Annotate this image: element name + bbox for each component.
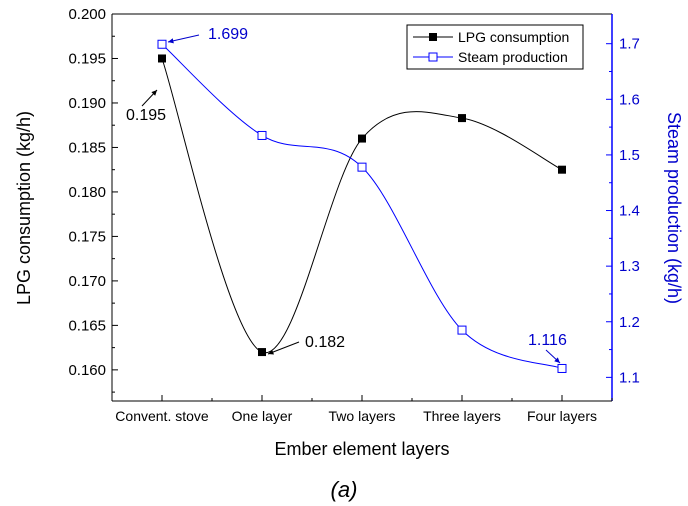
y-left-tick-label-2: 0.170 bbox=[68, 273, 106, 290]
point-s1-3 bbox=[457, 325, 467, 335]
y-right-tick-label-1: 1.2 bbox=[619, 314, 640, 331]
legend-marker-lpg bbox=[429, 33, 437, 41]
point-s1-1 bbox=[257, 130, 267, 140]
point-s0-0 bbox=[158, 54, 166, 63]
y-left-tick-label-5: 0.185 bbox=[68, 139, 106, 156]
x-tick-label-2: Two layers bbox=[329, 408, 396, 424]
series-line-1 bbox=[161, 43, 563, 369]
y-left-tick-label-0: 0.160 bbox=[68, 362, 106, 379]
x-axis-title: Ember element layers bbox=[274, 439, 449, 459]
legend-label-lpg: LPG consumption bbox=[458, 29, 569, 45]
y-right-tick-label-2: 1.3 bbox=[619, 258, 640, 275]
figure-caption: (a) bbox=[331, 477, 358, 502]
annotation-label-0: 0.195 bbox=[126, 107, 166, 124]
series-line-0 bbox=[161, 58, 563, 353]
legend-label-steam: Steam production bbox=[458, 49, 568, 65]
y-right-tick-label-5: 1.6 bbox=[619, 91, 640, 108]
y-right-tick-label-4: 1.5 bbox=[619, 147, 640, 164]
legend: LPG consumption Steam production bbox=[406, 24, 584, 70]
annotation-label-1: 0.182 bbox=[305, 334, 345, 351]
y-left-tick-label-1: 0.165 bbox=[68, 317, 106, 334]
annotation-arrowhead-3 bbox=[554, 357, 560, 363]
legend-box bbox=[406, 24, 584, 70]
axes: 0.160 0.165 0.170 0.175 0.180 0.185 0.190 0.195… bbox=[68, 6, 639, 424]
y-left-tick-label-3: 0.175 bbox=[68, 228, 106, 245]
point-s0-3 bbox=[458, 114, 466, 123]
annotation-arrow-1 bbox=[267, 341, 300, 355]
annotation-label-3: 1.116 bbox=[528, 332, 567, 349]
series-lines bbox=[161, 43, 563, 369]
annotation-arrowhead-0 bbox=[151, 90, 157, 96]
annotation-arrowhead-1 bbox=[268, 349, 274, 355]
y-right-tick-label-0: 1.1 bbox=[619, 369, 640, 386]
y-axis-right-title: Steam production (kg/h) bbox=[664, 112, 684, 304]
y-right-tick-label-3: 1.4 bbox=[619, 203, 640, 220]
y-axis-left-title: LPG consumption (kg/h) bbox=[14, 111, 34, 305]
series-markers bbox=[157, 39, 567, 373]
point-s0-4 bbox=[558, 165, 566, 174]
x-tick-label-4: Four layers bbox=[527, 408, 597, 424]
point-s1-2 bbox=[357, 162, 367, 172]
x-tick-label-0: Convent. stove bbox=[115, 408, 209, 424]
y-left-tick-label-6: 0.190 bbox=[68, 95, 106, 112]
annotation-arrowhead-2 bbox=[168, 38, 174, 44]
point-s1-4 bbox=[557, 363, 567, 373]
x-tick-label-1: One layer bbox=[232, 408, 293, 424]
y-left-tick-label-4: 0.180 bbox=[68, 184, 106, 201]
point-s0-2 bbox=[358, 134, 366, 143]
point-s0-1 bbox=[258, 348, 266, 357]
y-left-tick-label-7: 0.195 bbox=[68, 50, 106, 67]
y-left-tick-label-8: 0.200 bbox=[68, 6, 106, 23]
x-tick-label-3: Three layers bbox=[423, 408, 501, 424]
annotations: 0.195 0.182 1.699 1.116 bbox=[126, 26, 567, 364]
annotation-label-2: 1.699 bbox=[208, 26, 248, 43]
point-s1-0 bbox=[157, 39, 167, 49]
y-right-tick-label-6: 1.7 bbox=[619, 36, 640, 53]
legend-marker-steam bbox=[428, 52, 438, 62]
